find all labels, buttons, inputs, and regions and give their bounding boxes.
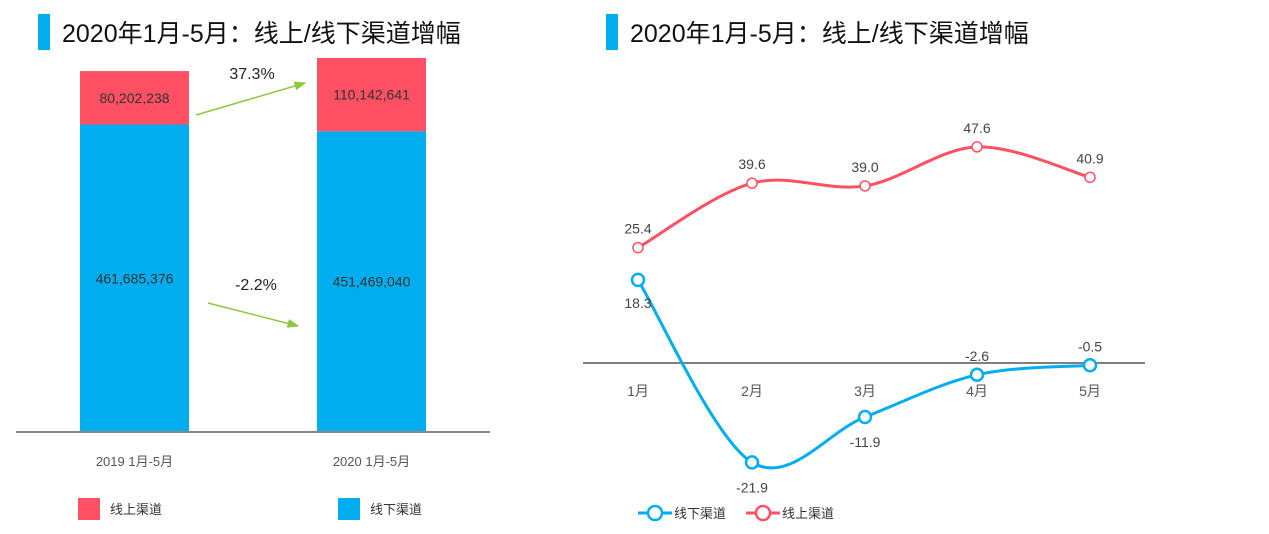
bar-online bbox=[80, 71, 189, 125]
bar-offline bbox=[80, 124, 189, 432]
data-label: 40.9 bbox=[1076, 150, 1103, 166]
legend-label-offline: 线下渠道 bbox=[370, 502, 422, 517]
bar-chart-title: 2020年1月-5月：线上/线下渠道增幅 bbox=[38, 14, 461, 50]
x-tick-label: 2020 1月-5月 bbox=[333, 454, 410, 469]
title-marker bbox=[606, 14, 618, 50]
legend-label-offline: 线下渠道 bbox=[674, 506, 726, 521]
legend-swatch-offline bbox=[338, 498, 360, 520]
line-chart-title-text: 2020年1月-5月：线上/线下渠道增幅 bbox=[630, 20, 1029, 48]
series-line-offline bbox=[636, 279, 1091, 470]
bar-online bbox=[317, 57, 426, 132]
data-point bbox=[859, 180, 871, 192]
data-point bbox=[1084, 171, 1096, 184]
data-point bbox=[630, 272, 646, 288]
data-label: -2.6 bbox=[965, 348, 989, 364]
bar-label-offline: 451,469,040 bbox=[333, 274, 411, 290]
data-point bbox=[971, 141, 983, 153]
bar-label-online: 80,202,238 bbox=[99, 90, 169, 106]
data-point bbox=[632, 241, 644, 254]
x-tick-label: 3月 bbox=[854, 383, 876, 399]
data-label: 39.0 bbox=[851, 159, 878, 175]
arrow-offline bbox=[207, 302, 300, 328]
legend-label-online: 线上渠道 bbox=[782, 506, 834, 521]
bar-label-online: 110,142,641 bbox=[333, 87, 410, 103]
legend-swatch-online bbox=[78, 498, 100, 520]
x-tick-label: 4月 bbox=[966, 383, 988, 399]
data-point bbox=[746, 177, 758, 189]
x-tick-label: 5月 bbox=[1079, 383, 1101, 399]
data-label: -11.9 bbox=[850, 434, 881, 450]
growth-offline: -2.2% bbox=[235, 277, 277, 294]
bar-offline bbox=[317, 131, 426, 432]
x-tick-label: 1月 bbox=[627, 383, 649, 399]
data-label: 39.6 bbox=[738, 156, 765, 172]
data-point bbox=[1082, 358, 1098, 373]
data-label: -0.5 bbox=[1078, 338, 1102, 354]
legend-marker-online bbox=[754, 504, 772, 522]
data-label: 47.6 bbox=[963, 120, 990, 136]
arrow-online bbox=[195, 81, 307, 116]
data-point bbox=[744, 455, 760, 470]
data-label: 18.3 bbox=[624, 295, 651, 311]
data-label: -21.9 bbox=[736, 479, 768, 495]
data-label: 25.4 bbox=[624, 221, 651, 237]
data-point bbox=[969, 367, 985, 383]
legend-marker-offline bbox=[646, 504, 664, 522]
line-chart-title: 2020年1月-5月：线上/线下渠道增幅 bbox=[606, 14, 1029, 50]
bar-label-offline: 461,685,376 bbox=[96, 270, 174, 286]
x-tick-label: 2019 1月-5月 bbox=[96, 454, 173, 469]
x-tick-label: 2月 bbox=[741, 383, 763, 399]
legend-label-online: 线上渠道 bbox=[110, 502, 162, 517]
title-marker bbox=[38, 14, 50, 50]
growth-online: 37.3% bbox=[229, 66, 274, 83]
bar-chart-title-text: 2020年1月-5月：线上/线下渠道增幅 bbox=[62, 20, 461, 48]
data-point bbox=[857, 409, 873, 425]
